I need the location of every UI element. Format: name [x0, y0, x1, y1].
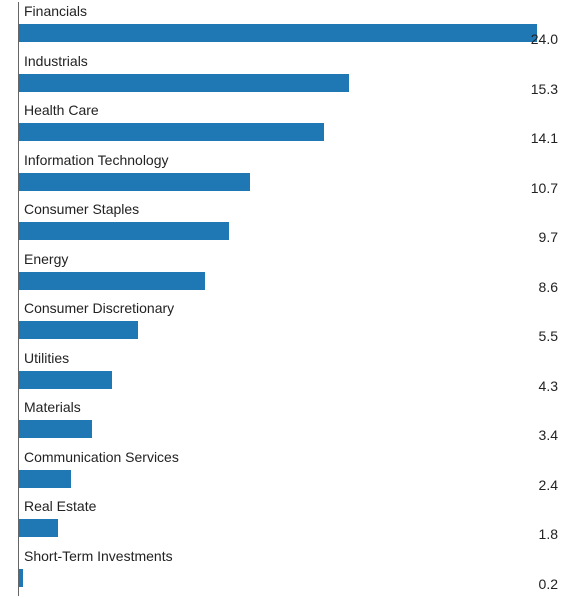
category-label: Information Technology	[24, 152, 169, 168]
bar	[19, 420, 92, 438]
value-label: 10.7	[531, 180, 558, 196]
category-label: Consumer Discretionary	[24, 300, 174, 316]
value-label: 9.7	[539, 229, 558, 245]
chart-row: Real Estate 1.8	[19, 497, 558, 547]
chart-row: Materials 3.4	[19, 398, 558, 448]
category-label: Health Care	[24, 102, 99, 118]
chart-row: Communication Services 2.4	[19, 448, 558, 498]
bar	[19, 222, 229, 240]
value-label: 8.6	[539, 279, 558, 295]
bar	[19, 123, 324, 141]
bar	[19, 470, 71, 488]
value-label: 15.3	[531, 81, 558, 97]
category-label: Communication Services	[24, 449, 179, 465]
chart-row: Industrials 15.3	[19, 52, 558, 102]
bar	[19, 74, 349, 92]
value-label: 2.4	[539, 477, 558, 493]
chart-row: Consumer Discretionary 5.5	[19, 299, 558, 349]
value-label: 5.5	[539, 328, 558, 344]
category-label: Financials	[24, 3, 87, 19]
value-label: 4.3	[539, 378, 558, 394]
value-label: 14.1	[531, 130, 558, 146]
category-label: Industrials	[24, 53, 88, 69]
category-label: Materials	[24, 399, 81, 415]
chart-row: Information Technology 10.7	[19, 151, 558, 201]
bar	[19, 321, 138, 339]
value-label: 3.4	[539, 427, 558, 443]
sector-bar-chart: Financials 24.0 Industrials 15.3 Health Care…	[18, 2, 558, 596]
chart-row: Consumer Staples 9.7	[19, 200, 558, 250]
value-label: 24.0	[531, 31, 558, 47]
bar	[19, 173, 250, 191]
chart-row: Energy 8.6	[19, 250, 558, 300]
category-label: Real Estate	[24, 498, 96, 514]
chart-row: Utilities 4.3	[19, 349, 558, 399]
category-label: Consumer Staples	[24, 201, 139, 217]
bar	[19, 519, 58, 537]
category-label: Utilities	[24, 350, 69, 366]
bar	[19, 272, 205, 290]
bar	[19, 371, 112, 389]
chart-row: Health Care 14.1	[19, 101, 558, 151]
bar	[19, 569, 23, 587]
category-label: Short-Term Investments	[24, 548, 173, 564]
chart-row: Short-Term Investments 0.2	[19, 547, 558, 597]
chart-row: Financials 24.0	[19, 2, 558, 52]
bar	[19, 24, 537, 42]
category-label: Energy	[24, 251, 68, 267]
value-label: 0.2	[539, 576, 558, 592]
value-label: 1.8	[539, 526, 558, 542]
